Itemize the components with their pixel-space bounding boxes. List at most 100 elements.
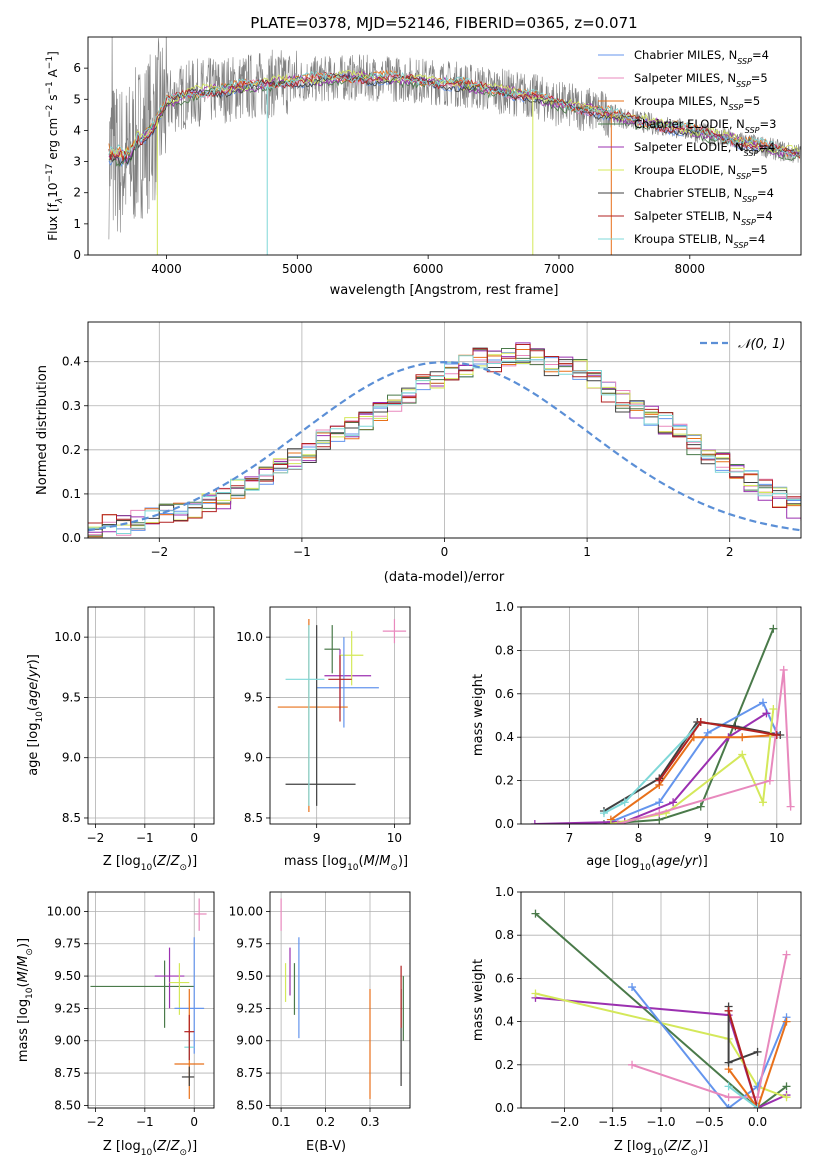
x-tick-label: 0.3 — [360, 1115, 379, 1129]
y-tick-label: 10.0 — [54, 630, 81, 644]
x-tick-label: 8000 — [675, 262, 706, 276]
x-tick-label: 10 — [387, 831, 402, 845]
y-tick-label: 0.8 — [495, 928, 514, 942]
axes-frame — [87, 321, 802, 539]
weight-point-marker — [779, 665, 788, 674]
x-tick-label: −1 — [136, 831, 154, 845]
weight-point-marker — [620, 798, 629, 807]
weight-point-marker — [765, 776, 774, 785]
weight-point-marker — [613, 820, 622, 824]
weight-point-marker — [724, 1093, 733, 1102]
y-tick-label: 10.00 — [47, 904, 81, 918]
y-tick-label: 1 — [73, 217, 81, 231]
y-tick-label: 8.5 — [244, 811, 263, 825]
x-tick-label: −1.0 — [646, 1115, 675, 1129]
x-tick-label: 1 — [583, 545, 591, 559]
y-tick-label: 8.50 — [236, 1098, 263, 1112]
legend-label: Chabrier MILES, NSSP=4 — [634, 48, 769, 66]
wAge-ylabel: mass weight — [471, 674, 486, 756]
x-tick-label: −2 — [87, 1115, 105, 1129]
residual-histogram-step — [88, 342, 801, 533]
weight-point-marker — [772, 731, 781, 740]
x-tick-label: 9 — [313, 831, 321, 845]
residual-histogram-step — [88, 355, 801, 534]
residuals-panel: (data-model)/error Normed distribution −… — [35, 321, 802, 585]
x-tick-label: 0 — [190, 1115, 198, 1129]
y-tick-label: 0.0 — [495, 1101, 514, 1115]
weight-point-marker — [731, 722, 740, 731]
weight-point-marker — [599, 809, 608, 818]
age-vs-metallicity-panel: Z [log10(Z/Z⊙)] age [log10(age/yr)] −2 −1… — [26, 606, 215, 873]
weight-vs-metallicity-panel: Z [log10(Z/Z⊙)] mass weight −2.0 −1.5 −1.0… — [471, 885, 802, 1158]
y-tick-label: 8.75 — [54, 1066, 81, 1080]
y-tick-label: 9.50 — [236, 969, 263, 983]
x-tick-label: 0.2 — [316, 1115, 335, 1129]
spectrum-ylabel: Flux [fλ10−17 erg cm−2 s−1 A−1] — [45, 51, 65, 241]
weight-point-marker — [655, 776, 664, 785]
mass-vs-metallicity-panel: Z [log10(Z/Z⊙)] mass [log10(M/M⊙)] −2 −1 0… — [16, 891, 215, 1158]
x-tick-label: 8 — [635, 831, 643, 845]
axes-frame — [520, 891, 802, 1109]
y-tick-label: 5 — [73, 92, 81, 106]
line-plot-area — [531, 909, 791, 1108]
weight-point-marker — [530, 820, 539, 824]
x-tick-label: 7000 — [544, 262, 575, 276]
y-tick-label: 9.25 — [54, 1001, 81, 1015]
weight-point-marker — [786, 802, 795, 811]
ageM-xlabel: mass [log10(M/M⊙)] — [284, 854, 408, 873]
weight-vs-age-panel: age [log10(age/yr)] mass weight 7 8 9 10 0.0… — [471, 600, 802, 873]
y-tick-label: 0.8 — [495, 643, 514, 657]
weight-point-marker — [696, 718, 705, 727]
axes-frame — [269, 891, 411, 1109]
normal-distribution-curve — [88, 360, 801, 532]
axes-frame — [87, 606, 215, 825]
x-tick-label: −0.5 — [695, 1115, 724, 1129]
x-tick-label: 7 — [566, 831, 574, 845]
weight-point-marker — [724, 1082, 733, 1091]
x-tick-label: 0.0 — [748, 1115, 767, 1129]
y-tick-label: 0.6 — [495, 687, 514, 701]
y-tick-label: 9.5 — [244, 690, 263, 704]
age-vs-mass-panel: mass [log10(M/M⊙)] 9 10 8.5 9.0 9.5 10.0 — [236, 606, 411, 873]
scatter-plot-area — [90, 613, 209, 812]
wZ-ylabel: mass weight — [471, 959, 486, 1041]
y-tick-label: 10.00 — [229, 904, 263, 918]
weight-point-marker — [655, 809, 664, 818]
weight-point-marker — [606, 820, 615, 824]
x-tick-label: −2 — [150, 545, 168, 559]
y-tick-label: 6 — [73, 61, 81, 75]
residuals-plot-area — [88, 342, 801, 538]
observed-spectrum-line — [108, 37, 801, 240]
weight-series-line — [617, 669, 792, 824]
mass-vs-extinction-panel: E(B-V) 0.1 0.2 0.3 8.50 8.75 9.00 9.25 9.50 9.75… — [229, 891, 411, 1154]
y-tick-label: 0.4 — [495, 1015, 514, 1029]
y-tick-label: 0.2 — [495, 774, 514, 788]
legend-label: 𝒩(0, 1) — [738, 337, 785, 352]
y-tick-label: 9.0 — [62, 751, 81, 765]
scatter-plot-area — [277, 619, 407, 812]
weight-point-marker — [782, 1093, 791, 1102]
massE-xlabel: E(B-V) — [306, 1139, 346, 1154]
x-tick-label: 4000 — [151, 262, 182, 276]
y-tick-label: 9.25 — [236, 1001, 263, 1015]
x-tick-label: −1.5 — [598, 1115, 627, 1129]
weight-point-marker — [669, 798, 678, 807]
weight-point-marker — [769, 704, 778, 713]
ageZ-xlabel: Z [log10(Z/Z⊙)] — [103, 854, 197, 873]
y-tick-label: 3 — [73, 155, 81, 169]
y-tick-label: 0.0 — [62, 531, 81, 545]
weight-point-marker — [696, 802, 705, 811]
y-tick-label: 9.00 — [236, 1034, 263, 1048]
wAge-xlabel: age [log10(age/yr)] — [586, 854, 708, 873]
x-tick-label: 9 — [704, 831, 712, 845]
x-tick-label: 6000 — [413, 262, 444, 276]
x-tick-label: −1 — [136, 1115, 154, 1129]
legend-label: Chabrier ELODIE, NSSP=3 — [634, 117, 776, 135]
model-spectrum-line — [108, 70, 800, 159]
weight-series-line — [727, 1010, 759, 1108]
massZ-ylabel: mass [log10(M/M⊙)] — [16, 938, 35, 1062]
legend-label: Salpeter MILES, NSSP=5 — [634, 71, 768, 89]
y-tick-label: 9.75 — [236, 937, 263, 951]
y-tick-label: 0.6 — [495, 971, 514, 985]
